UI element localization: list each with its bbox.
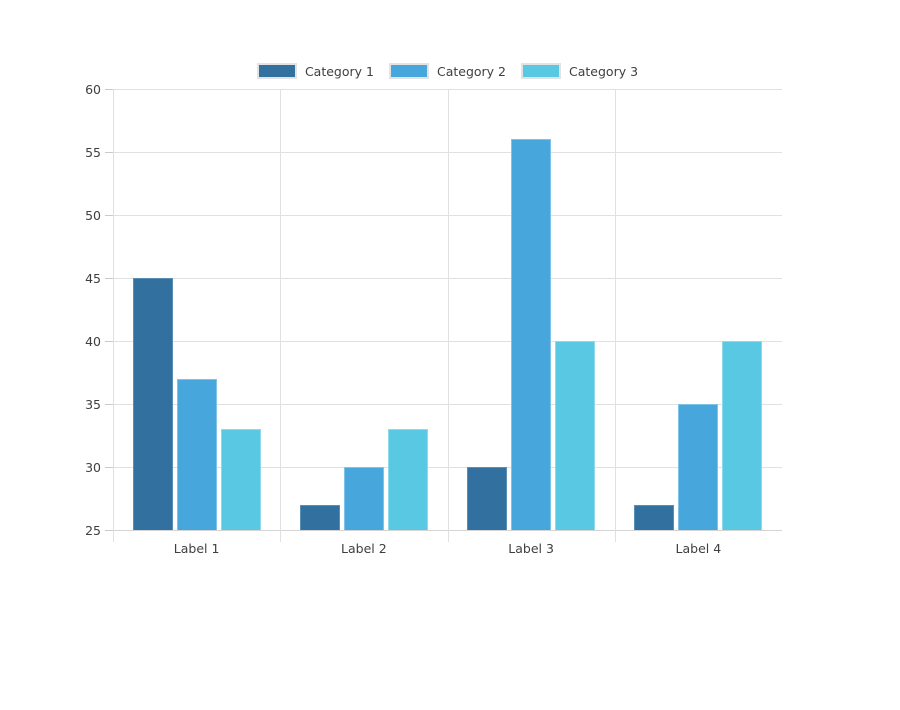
y-axis-tick [105,404,113,405]
y-axis-label: 40 [85,333,101,349]
y-axis-label: 25 [85,522,101,538]
bar-category-1-label-1 [132,278,173,530]
bar-category-3-label-2 [387,429,428,530]
legend-swatch-icon [388,63,429,79]
y-axis-tick [105,467,113,468]
y-axis-label: 50 [85,207,101,223]
chart-legend: Category 1 Category 2 Category 3 [113,63,782,79]
bar-group-1 [113,278,280,530]
legend-item-category-1[interactable]: Category 1 [256,63,374,79]
x-axis-label-3: Label 3 [508,541,554,556]
bar-category-1-label-2 [299,504,340,530]
bar-group-3 [448,139,615,530]
y-axis-label: 35 [85,396,101,412]
y-axis-tick [105,530,113,531]
legend-item-label: Category 2 [436,63,507,79]
bar-category-2-label-2 [343,467,384,530]
gridline-vertical [614,89,616,542]
gridline-vertical [113,89,114,542]
bar-category-2-label-1 [176,378,217,530]
y-axis-tick [105,152,113,153]
legend-swatch-icon [256,63,297,79]
bar-group-2 [280,429,447,530]
legend-item-category-2[interactable]: Category 2 [388,63,507,79]
y-axis-label: 30 [85,459,101,475]
y-axis-tick [105,278,113,279]
y-axis-tick [105,215,113,216]
y-axis-label: 45 [85,270,101,286]
legend-item-label: Category 1 [304,63,374,79]
plot-area: 25 30 35 40 45 50 55 60 Label 1 Label 2 Label 3 Lab… [85,82,782,556]
x-axis-label-2: Label 2 [341,541,387,556]
y-axis-label: 60 [85,81,101,97]
bar-group-4 [615,341,782,530]
bar-category-2-label-4 [678,404,719,530]
bar-category-3-label-1 [220,429,261,530]
legend-swatch-icon [521,63,562,79]
y-axis-tick [105,89,113,90]
bar-category-3-label-3 [555,341,596,530]
legend-item-category-3[interactable]: Category 3 [521,63,638,79]
gridline-vertical [447,89,449,542]
bar-category-2-label-3 [511,139,552,530]
y-axis-label: 55 [85,144,101,160]
legend-item-label: Category 3 [569,63,639,79]
x-axis-label-1: Label 1 [173,541,220,556]
y-axis-tick [105,341,113,342]
bar-category-1-label-4 [634,504,675,530]
gridline-vertical [280,89,282,542]
bar-category-3-label-4 [722,341,763,530]
bar-category-1-label-3 [467,467,508,530]
x-axis-label-4: Label 4 [675,541,722,556]
